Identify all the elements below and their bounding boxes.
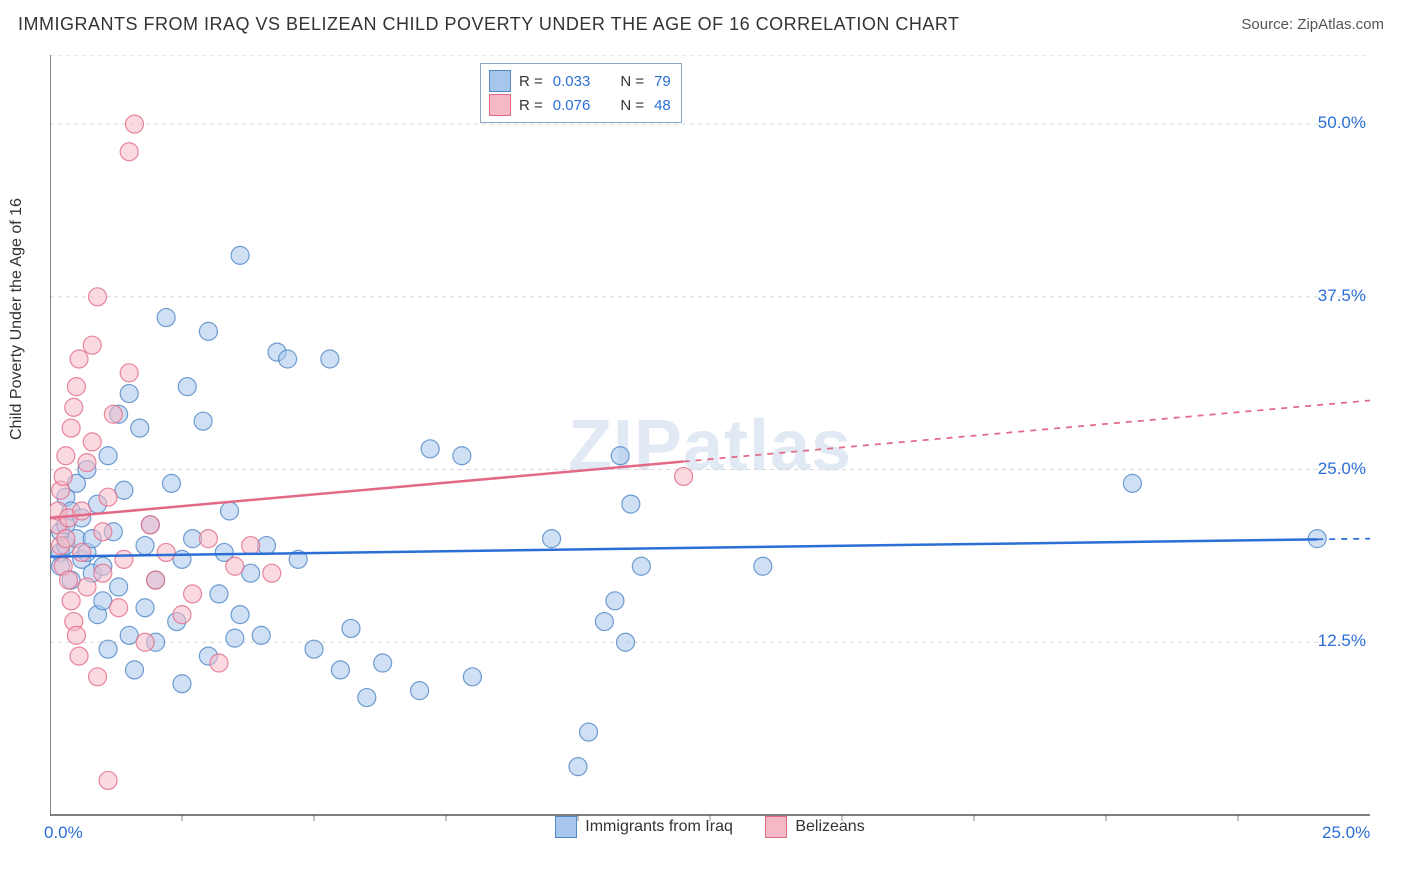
n-label: N =: [620, 97, 644, 114]
r-value-1: 0.033: [553, 73, 591, 90]
source-attribution: Source: ZipAtlas.com: [1241, 16, 1384, 33]
n-value-2: 48: [654, 97, 671, 114]
n-value-1: 79: [654, 73, 671, 90]
r-value-2: 0.076: [553, 97, 591, 114]
swatch-series-1: [555, 816, 577, 838]
legend-series: Immigrants from Iraq Belizeans: [50, 816, 1370, 843]
chart-title: IMMIGRANTS FROM IRAQ VS BELIZEAN CHILD P…: [18, 14, 960, 35]
y-tick-label: 50.0%: [1318, 113, 1366, 133]
scatter-plot: [50, 55, 1370, 845]
swatch-series-2: [765, 816, 787, 838]
chart-area: ZIPatlas R = 0.033 N = 79 R = 0.076 N = …: [50, 55, 1370, 845]
y-tick-label: 37.5%: [1318, 286, 1366, 306]
legend-item: Immigrants from Iraq: [555, 816, 733, 838]
legend-row: R = 0.076 N = 48: [489, 94, 671, 116]
y-axis-label: Child Poverty Under the Age of 16: [8, 198, 26, 440]
y-tick-label: 25.0%: [1318, 459, 1366, 479]
r-label: R =: [519, 73, 543, 90]
legend-label-2: Belizeans: [795, 818, 864, 836]
y-tick-label: 12.5%: [1318, 631, 1366, 651]
swatch-series-2: [489, 94, 511, 116]
legend-correlation: R = 0.033 N = 79 R = 0.076 N = 48: [480, 63, 682, 123]
legend-label-1: Immigrants from Iraq: [585, 818, 733, 836]
source-link[interactable]: ZipAtlas.com: [1297, 16, 1384, 33]
source-prefix: Source:: [1241, 16, 1297, 33]
x-tick-label: 25.0%: [1322, 823, 1370, 843]
x-tick-label: 0.0%: [44, 823, 83, 843]
n-label: N =: [620, 73, 644, 90]
legend-row: R = 0.033 N = 79: [489, 70, 671, 92]
swatch-series-1: [489, 70, 511, 92]
legend-item: Belizeans: [765, 816, 864, 838]
r-label: R =: [519, 97, 543, 114]
